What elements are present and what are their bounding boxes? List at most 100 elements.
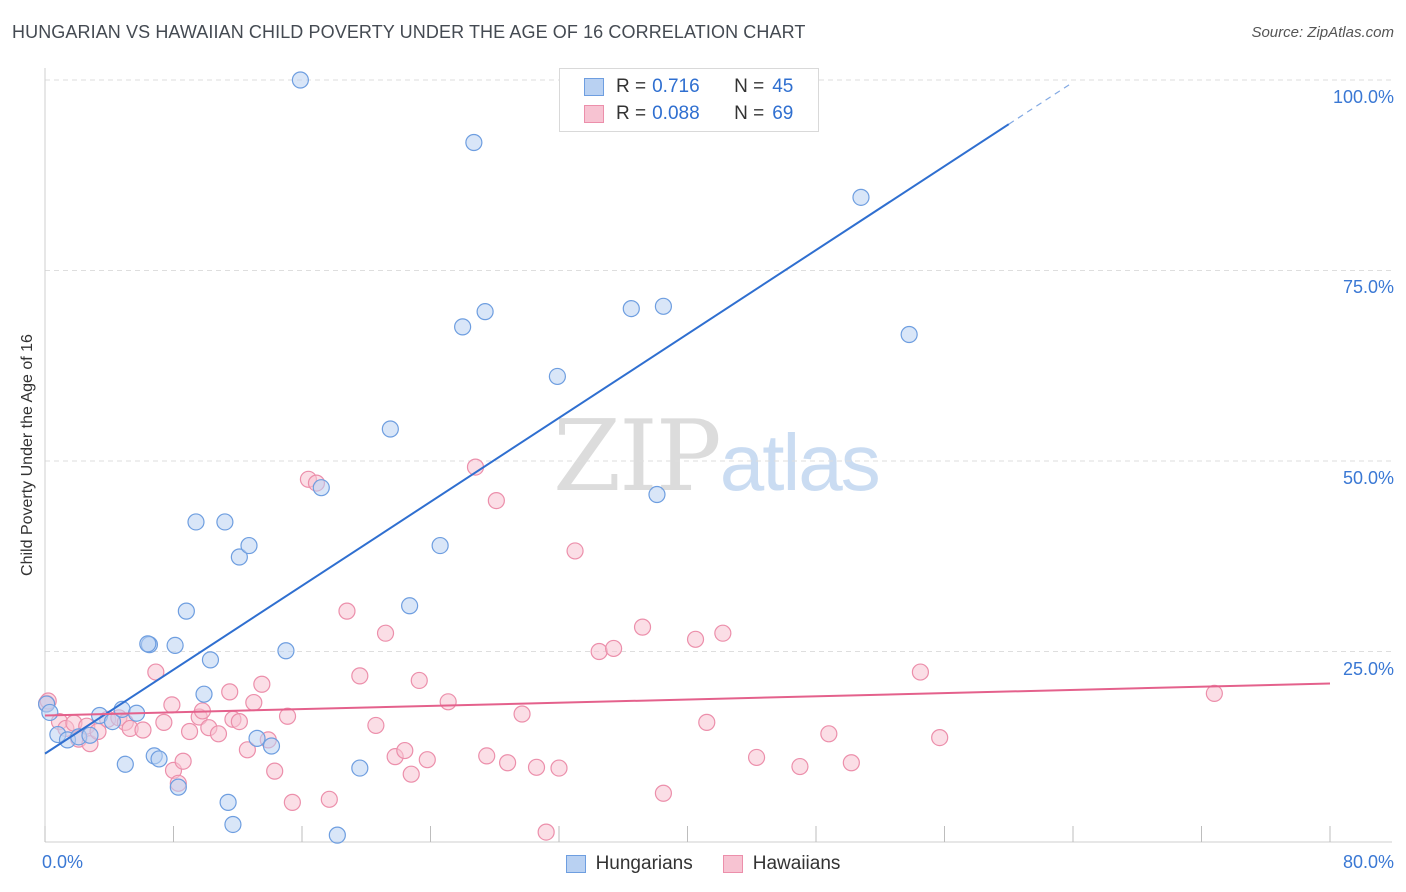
point-hawaiians <box>351 667 369 685</box>
chart-title: HUNGARIAN VS HAWAIIAN CHILD POVERTY UNDE… <box>12 22 806 42</box>
x-tick-max: 80.0% <box>1342 852 1394 872</box>
point-hungarians <box>277 642 295 660</box>
point-hawaiians <box>320 790 338 808</box>
x-tick-min: 0.0% <box>42 852 84 872</box>
point-hungarians <box>216 513 234 531</box>
point-hawaiians <box>911 663 930 681</box>
legend-n-value: 45 <box>772 76 794 97</box>
point-hungarians <box>169 778 187 796</box>
legend-r-label: R = <box>616 103 647 124</box>
point-hawaiians <box>245 693 263 712</box>
point-hawaiians <box>174 752 192 770</box>
point-hawaiians <box>134 721 152 739</box>
point-hawaiians <box>605 639 623 658</box>
point-hawaiians <box>698 713 716 731</box>
point-hawaiians <box>376 624 395 642</box>
point-hungarians <box>852 188 870 206</box>
point-hungarians <box>240 536 258 555</box>
y-tick-75: 75.0% <box>1342 277 1394 297</box>
point-hawaiians <box>410 671 428 690</box>
point-hungarians <box>351 759 369 777</box>
legend-swatch-pink <box>584 105 604 123</box>
point-hawaiians <box>487 492 505 510</box>
point-hungarians <box>139 635 157 653</box>
bottom-legend-swatch-pink <box>722 855 743 873</box>
point-hawaiians <box>747 748 766 767</box>
bottom-legend-label: Hawaiians <box>752 853 841 874</box>
point-hawaiians <box>714 624 732 642</box>
point-hungarians <box>201 651 220 669</box>
point-hawaiians <box>566 542 584 560</box>
point-hungarians <box>401 597 419 615</box>
point-hungarians <box>312 479 330 497</box>
point-hungarians <box>150 750 168 768</box>
legend-row-hawaiians: R = 0.088 N = 69 <box>584 102 793 126</box>
point-hawaiians <box>338 602 356 620</box>
point-hungarians <box>230 548 248 566</box>
legend-n-label: N = <box>734 76 765 97</box>
point-hungarians <box>248 729 266 747</box>
point-hungarians <box>195 685 213 703</box>
point-hungarians <box>476 303 494 321</box>
y-tick-25: 25.0% <box>1342 659 1394 679</box>
bottom-legend-hungarians: Hungarians <box>565 853 693 875</box>
bottom-legend-label: Hungarians <box>595 853 693 874</box>
point-hungarians <box>648 485 666 504</box>
point-hawaiians <box>253 675 271 693</box>
point-hawaiians <box>931 729 949 747</box>
point-hawaiians <box>537 823 555 841</box>
legend-row-hungarians: R = 0.716 N = 45 <box>584 75 793 99</box>
point-hungarians <box>454 318 472 336</box>
source-label: Source: ZipAtlas.com <box>1251 24 1394 41</box>
bottom-legend-swatch-blue <box>565 855 586 873</box>
point-hungarians <box>177 602 195 620</box>
y-tick-50: 50.0% <box>1342 468 1394 488</box>
legend-r-value: 0.088 <box>652 103 700 124</box>
point-hawaiians <box>278 707 297 725</box>
point-hawaiians <box>266 762 284 780</box>
watermark: ZIPatlas <box>553 400 881 514</box>
point-hawaiians <box>209 725 228 743</box>
point-hawaiians <box>439 693 457 711</box>
point-hungarians <box>116 755 134 773</box>
legend: R = 0.716 N = 45 R = 0.088 N = 69 <box>559 68 819 132</box>
point-hawaiians <box>396 741 414 760</box>
point-hungarians <box>465 133 483 152</box>
point-hawaiians <box>842 754 860 772</box>
point-hawaiians <box>230 713 248 731</box>
point-hawaiians <box>402 765 420 783</box>
trendline-hawaiians <box>44 682 1331 717</box>
point-hawaiians <box>155 713 173 731</box>
point-hungarians <box>41 703 59 722</box>
point-hungarians <box>219 793 237 811</box>
point-hawaiians <box>283 793 301 811</box>
point-hungarians <box>262 737 281 755</box>
point-hawaiians <box>791 757 809 776</box>
point-hawaiians <box>238 741 256 759</box>
point-hungarians <box>548 367 566 386</box>
point-hawaiians <box>478 747 496 765</box>
y-tick-100: 100.0% <box>1332 87 1394 107</box>
point-hawaiians <box>633 618 652 636</box>
point-hawaiians <box>686 630 705 648</box>
bottom-legend-hawaiians: Hawaiians <box>722 853 841 875</box>
legend-n-value: 69 <box>772 103 794 124</box>
point-hungarians <box>328 826 346 844</box>
point-hawaiians <box>180 722 199 741</box>
point-hungarians <box>224 815 242 834</box>
point-hawaiians <box>513 705 531 723</box>
point-hungarians <box>431 536 449 555</box>
point-hungarians <box>381 420 399 438</box>
point-hawaiians <box>820 725 838 743</box>
legend-swatch-blue <box>584 78 604 96</box>
point-hungarians <box>81 726 99 744</box>
legend-r-value: 0.716 <box>652 76 700 97</box>
point-hawaiians <box>590 642 608 661</box>
point-hawaiians <box>527 758 546 776</box>
point-hungarians <box>654 297 673 315</box>
legend-n-label: N = <box>734 103 765 124</box>
point-hawaiians <box>499 754 517 772</box>
point-hungarians <box>900 325 918 344</box>
point-hawaiians <box>367 716 385 735</box>
